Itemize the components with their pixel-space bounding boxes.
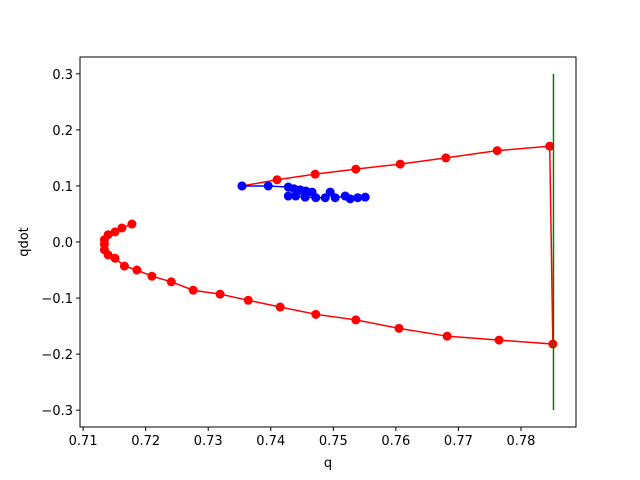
- point: [351, 315, 361, 325]
- point: [263, 181, 273, 191]
- point: [360, 192, 370, 202]
- x-tick-label: 0.71: [69, 434, 98, 449]
- point: [188, 285, 198, 295]
- point: [243, 295, 253, 305]
- point: [166, 277, 176, 287]
- y-axis-label: qdot: [17, 227, 32, 257]
- point: [494, 335, 504, 345]
- point: [132, 265, 142, 275]
- point: [283, 191, 293, 201]
- x-axis-label: q: [324, 456, 332, 471]
- point: [237, 181, 247, 191]
- y-tick-label: −0.3: [41, 404, 73, 419]
- point: [545, 141, 555, 151]
- point: [310, 169, 320, 179]
- point: [147, 271, 157, 281]
- point: [300, 192, 310, 202]
- point: [311, 309, 321, 319]
- y-tick-label: 0.0: [52, 236, 73, 251]
- point: [110, 227, 120, 237]
- point: [394, 323, 404, 333]
- point: [103, 230, 113, 240]
- x-tick-label: 0.73: [194, 434, 223, 449]
- axes-frame: [79, 56, 577, 428]
- point: [441, 153, 451, 163]
- point: [395, 159, 405, 169]
- x-tick-label: 0.77: [444, 434, 473, 449]
- y-tick-label: 0.1: [52, 180, 73, 195]
- point: [492, 146, 502, 156]
- point: [215, 289, 225, 299]
- x-tick-label: 0.78: [506, 434, 535, 449]
- x-tick-label: 0.76: [381, 434, 410, 449]
- y-tick-label: 0.3: [52, 68, 73, 83]
- point: [275, 302, 285, 312]
- point: [127, 219, 137, 229]
- y-tick-label: −0.2: [41, 348, 73, 363]
- y-tick-label: 0.2: [52, 124, 73, 139]
- point: [345, 194, 355, 204]
- x-tick-label: 0.72: [131, 434, 160, 449]
- point: [330, 193, 340, 203]
- point: [272, 175, 282, 185]
- point: [442, 331, 452, 341]
- point: [110, 253, 120, 263]
- point: [351, 164, 361, 174]
- y-tick-label: −0.1: [41, 292, 73, 307]
- x-tick-label: 0.75: [319, 434, 348, 449]
- point: [119, 261, 129, 271]
- point: [311, 193, 321, 203]
- point: [291, 191, 301, 201]
- x-tick-label: 0.74: [256, 434, 285, 449]
- point: [353, 193, 363, 203]
- point: [117, 223, 127, 233]
